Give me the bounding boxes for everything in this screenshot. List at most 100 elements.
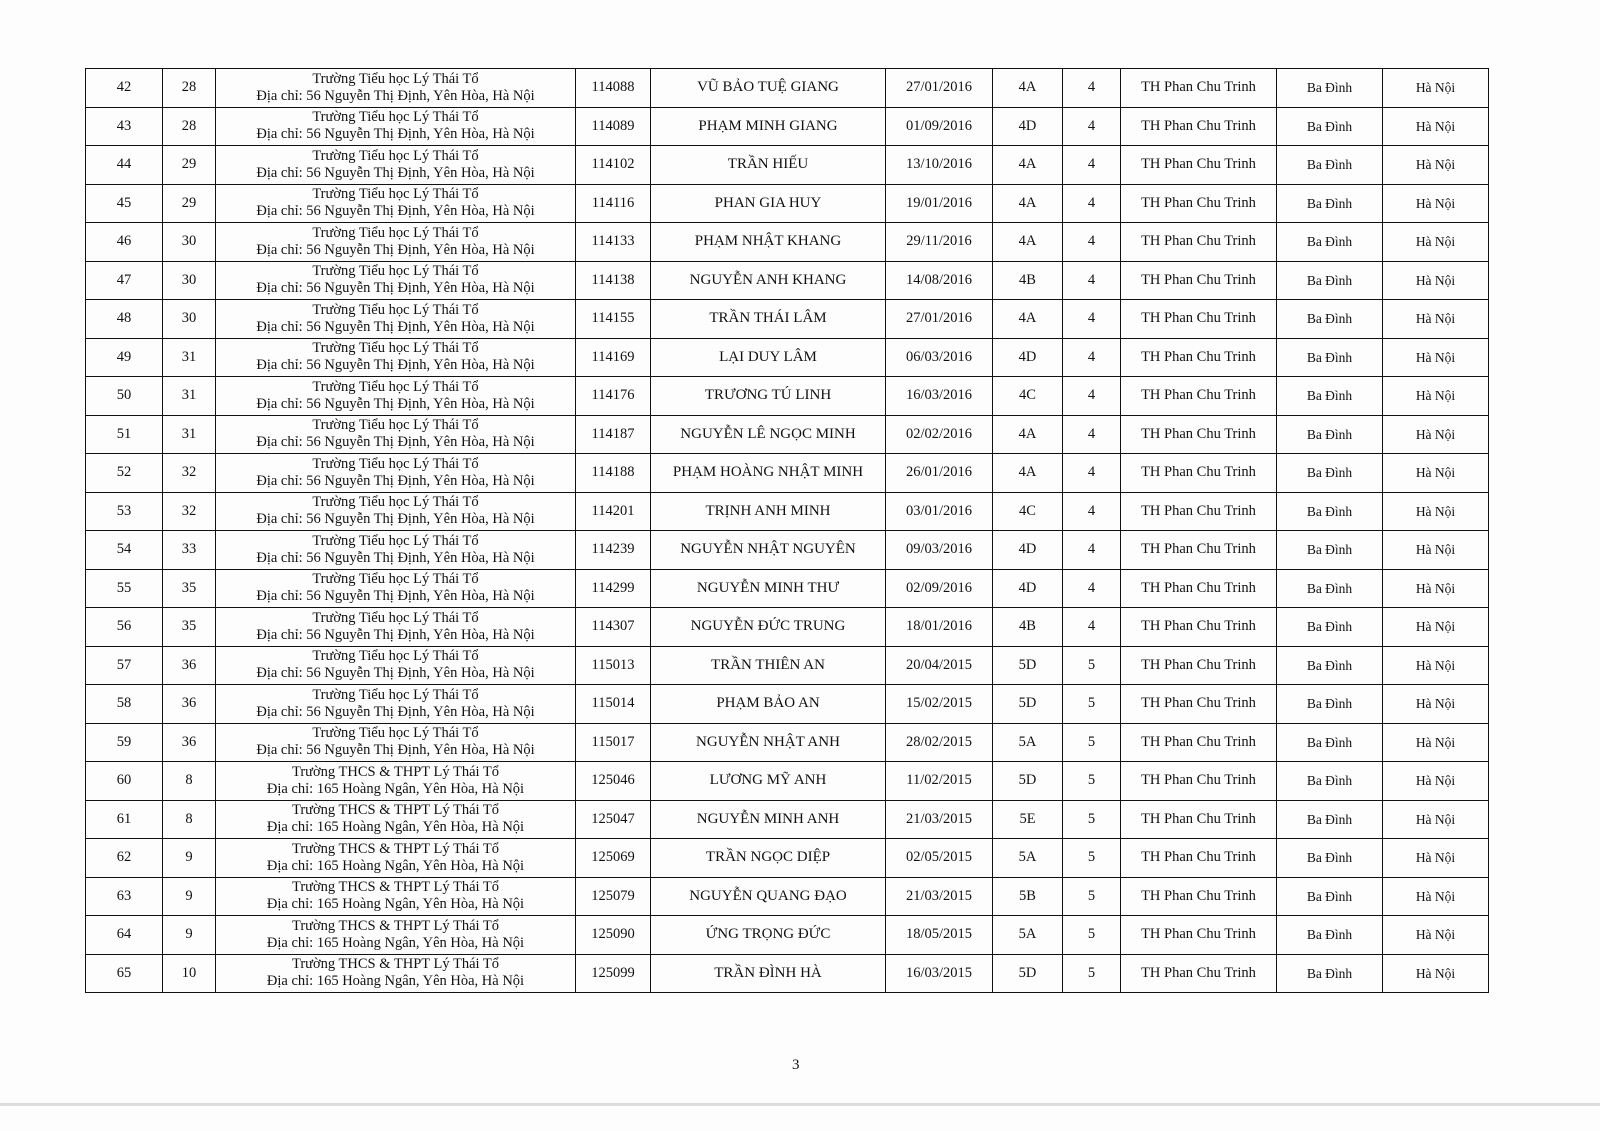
district-cell: Ba Đình — [1276, 568, 1383, 608]
venue-address: Địa chỉ: 56 Nguyễn Thị Định, Yên Hòa, Hà… — [256, 164, 535, 181]
table-row: 49 31 Trường Tiểu học Lý Thái Tổ Địa chỉ: 5… — [85, 337, 1489, 377]
room-cell: 29 — [162, 183, 216, 223]
district-cell: Ba Đình — [1276, 68, 1383, 108]
room-cell: 35 — [162, 568, 216, 608]
exam-venue-cell: Trường Tiểu học Lý Thái Tổ Địa chỉ: 56 Ng… — [215, 337, 576, 377]
dob-cell: 20/04/2015 — [885, 645, 993, 685]
origin-school-cell: TH Phan Chu Trinh — [1120, 453, 1277, 493]
city-cell: Hà Nội — [1382, 414, 1489, 454]
candidate-number-cell: 114116 — [575, 183, 651, 223]
exam-venue-cell: Trường Tiểu học Lý Thái Tổ Địa chỉ: 56 Ng… — [215, 183, 576, 223]
room-cell: 30 — [162, 222, 216, 262]
room-cell: 30 — [162, 299, 216, 339]
room-cell: 9 — [162, 876, 216, 916]
origin-school-cell: TH Phan Chu Trinh — [1120, 68, 1277, 108]
venue-address: Địa chỉ: 165 Hoàng Ngân, Yên Hòa, Hà Nội — [266, 857, 525, 874]
grade-cell: 4 — [1062, 222, 1121, 262]
grade-cell: 5 — [1062, 684, 1121, 724]
venue-address: Địa chỉ: 165 Hoàng Ngân, Yên Hòa, Hà Nội — [266, 934, 525, 951]
city-cell: Hà Nội — [1382, 761, 1489, 801]
origin-school-cell: TH Phan Chu Trinh — [1120, 376, 1277, 416]
exam-venue-cell: Trường Tiểu học Lý Thái Tổ Địa chỉ: 56 Ng… — [215, 414, 576, 454]
room-cell: 28 — [162, 106, 216, 146]
candidate-number-cell: 125090 — [575, 915, 651, 955]
venue-address: Địa chỉ: 56 Nguyễn Thị Định, Yên Hòa, Hà… — [256, 588, 535, 605]
venue-address: Địa chỉ: 165 Hoàng Ngân, Yên Hòa, Hà Nội — [266, 780, 525, 797]
class-cell: 4A — [992, 453, 1063, 493]
class-cell: 4D — [992, 337, 1063, 377]
city-cell: Hà Nội — [1382, 183, 1489, 223]
origin-school-cell: TH Phan Chu Trinh — [1120, 761, 1277, 801]
student-name-cell: NGUYỄN NHẬT NGUYÊN — [650, 530, 886, 570]
student-name-cell: NGUYỄN ĐỨC TRUNG — [650, 607, 886, 647]
candidate-number-cell: 115014 — [575, 684, 651, 724]
exam-venue-cell: Trường Tiểu học Lý Thái Tổ Địa chỉ: 56 Ng… — [215, 453, 576, 493]
stt-cell: 61 — [85, 799, 163, 839]
exam-venue-cell: Trường Tiểu học Lý Thái Tổ Địa chỉ: 56 Ng… — [215, 376, 576, 416]
class-cell: 5D — [992, 645, 1063, 685]
candidate-number-cell: 114307 — [575, 607, 651, 647]
venue-name: Trường Tiểu học Lý Thái Tổ — [312, 455, 479, 472]
candidate-number-cell: 125069 — [575, 838, 651, 878]
origin-school-cell: TH Phan Chu Trinh — [1120, 568, 1277, 608]
grade-cell: 4 — [1062, 260, 1121, 300]
stt-cell: 51 — [85, 414, 163, 454]
room-cell: 33 — [162, 530, 216, 570]
table-row: 53 32 Trường Tiểu học Lý Thái Tổ Địa chỉ: 5… — [85, 491, 1489, 531]
city-cell: Hà Nội — [1382, 876, 1489, 916]
table-row: 61 8 Trường THCS & THPT Lý Thái Tổ Địa chỉ:… — [85, 799, 1489, 839]
exam-venue-cell: Trường Tiểu học Lý Thái Tổ Địa chỉ: 56 Ng… — [215, 68, 576, 108]
dob-cell: 03/01/2016 — [885, 491, 993, 531]
venue-address: Địa chỉ: 56 Nguyễn Thị Định, Yên Hòa, Hà… — [256, 87, 535, 104]
district-cell: Ba Đình — [1276, 491, 1383, 531]
dob-cell: 13/10/2016 — [885, 145, 993, 185]
class-cell: 5B — [992, 876, 1063, 916]
candidate-number-cell: 114133 — [575, 222, 651, 262]
room-cell: 36 — [162, 722, 216, 762]
stt-cell: 53 — [85, 491, 163, 531]
venue-address: Địa chỉ: 165 Hoàng Ngân, Yên Hòa, Hà Nội — [266, 973, 525, 990]
student-name-cell: TRẦN ĐÌNH HÀ — [650, 953, 886, 993]
exam-venue-cell: Trường Tiểu học Lý Thái Tổ Địa chỉ: 56 Ng… — [215, 145, 576, 185]
class-cell: 5D — [992, 761, 1063, 801]
dob-cell: 16/03/2016 — [885, 376, 993, 416]
table-row: 50 31 Trường Tiểu học Lý Thái Tổ Địa chỉ: 5… — [85, 376, 1489, 416]
venue-name: Trường Tiểu học Lý Thái Tổ — [312, 417, 479, 434]
venue-name: Trường Tiểu học Lý Thái Tổ — [312, 301, 479, 318]
candidate-number-cell: 114169 — [575, 337, 651, 377]
room-cell: 8 — [162, 799, 216, 839]
grade-cell: 4 — [1062, 453, 1121, 493]
exam-venue-cell: Trường Tiểu học Lý Thái Tổ Địa chỉ: 56 Ng… — [215, 568, 576, 608]
exam-venue-cell: Trường THCS & THPT Lý Thái Tổ Địa chỉ: 16… — [215, 761, 576, 801]
origin-school-cell: TH Phan Chu Trinh — [1120, 491, 1277, 531]
origin-school-cell: TH Phan Chu Trinh — [1120, 645, 1277, 685]
candidate-number-cell: 114188 — [575, 453, 651, 493]
class-cell: 4A — [992, 183, 1063, 223]
district-cell: Ba Đình — [1276, 414, 1383, 454]
stt-cell: 44 — [85, 145, 163, 185]
class-cell: 4D — [992, 530, 1063, 570]
stt-cell: 46 — [85, 222, 163, 262]
dob-cell: 06/03/2016 — [885, 337, 993, 377]
grade-cell: 4 — [1062, 376, 1121, 416]
class-cell: 4C — [992, 376, 1063, 416]
district-cell: Ba Đình — [1276, 453, 1383, 493]
district-cell: Ba Đình — [1276, 645, 1383, 685]
origin-school-cell: TH Phan Chu Trinh — [1120, 337, 1277, 377]
candidate-number-cell: 115013 — [575, 645, 651, 685]
class-cell: 5A — [992, 838, 1063, 878]
class-cell: 5D — [992, 953, 1063, 993]
grade-cell: 4 — [1062, 68, 1121, 108]
stt-cell: 64 — [85, 915, 163, 955]
room-cell: 9 — [162, 838, 216, 878]
venue-address: Địa chỉ: 165 Hoàng Ngân, Yên Hòa, Hà Nội — [266, 896, 525, 913]
venue-address: Địa chỉ: 56 Nguyễn Thị Định, Yên Hòa, Hà… — [256, 203, 535, 220]
venue-name: Trường Tiểu học Lý Thái Tổ — [312, 147, 479, 164]
stt-cell: 65 — [85, 953, 163, 993]
grade-cell: 5 — [1062, 953, 1121, 993]
room-cell: 31 — [162, 337, 216, 377]
student-name-cell: VŨ BẢO TUỆ GIANG — [650, 68, 886, 108]
grade-cell: 4 — [1062, 491, 1121, 531]
district-cell: Ba Đình — [1276, 145, 1383, 185]
exam-venue-cell: Trường Tiểu học Lý Thái Tổ Địa chỉ: 56 Ng… — [215, 222, 576, 262]
